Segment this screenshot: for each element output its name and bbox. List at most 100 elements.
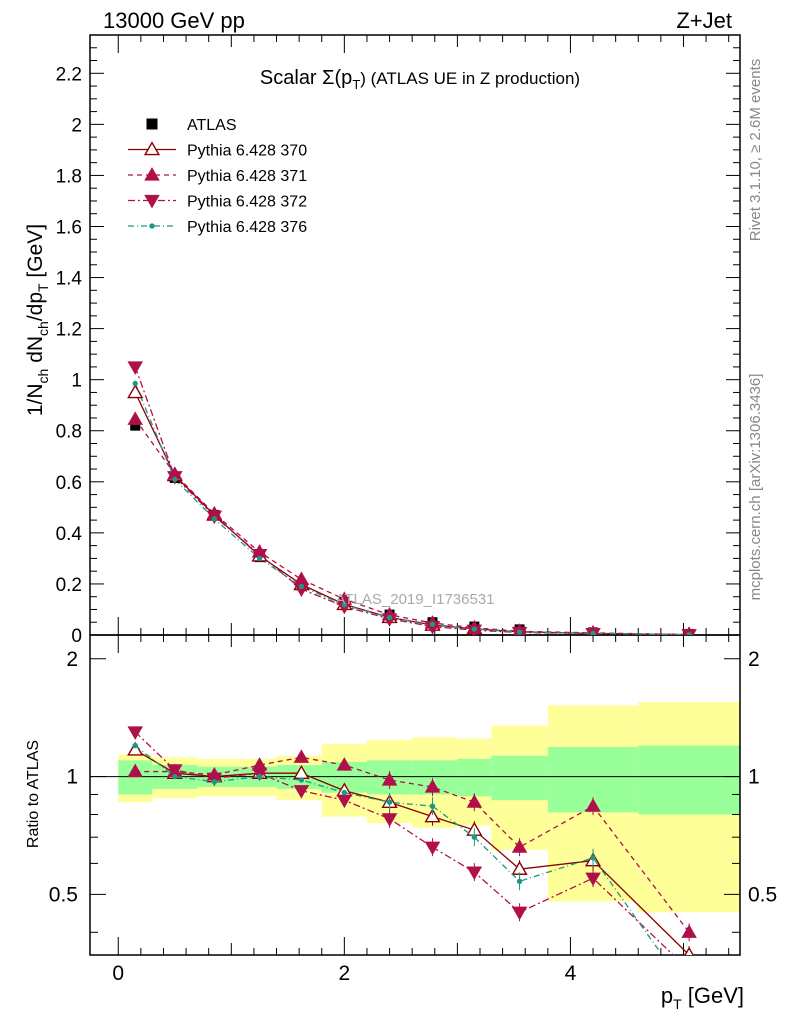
ratio-frame: [89, 634, 741, 956]
series-point-ratio-1-0: [127, 763, 143, 778]
y-tick-label-8: 1.6: [56, 217, 82, 238]
series-point-main-3-10: [590, 630, 596, 635]
y-tick-label-5: 1: [71, 371, 82, 392]
y-tick-label-11: 2.2: [56, 64, 82, 85]
series-point-ratio-2-1: [167, 764, 183, 778]
series-point-ratio-3-10: [590, 855, 596, 861]
series-point-ratio-3-0: [132, 742, 138, 749]
series-point-ratio-1-9: [511, 839, 528, 853]
ratio-tick-label-left-1: 1: [66, 766, 78, 789]
series-point-ratio-3-2: [211, 779, 218, 785]
y-axis-label: 1/Nch dNch/dpT [GeV]: [24, 224, 51, 416]
series-point-ratio-2-0: [127, 726, 143, 740]
series-point-ratio-1-4: [293, 749, 310, 763]
series-point-main-3-4: [298, 583, 305, 590]
chart-title: Scalar Σ(pT) (ATLAS UE in Z production): [260, 67, 580, 92]
series-line-main-3: [134, 383, 690, 635]
legend-item-0: Pythia 6.428 370: [128, 141, 307, 160]
x-axis-label: pT [GeV]: [661, 983, 744, 1012]
x-tick-label-2: 4: [565, 962, 577, 985]
plot-frames: [89, 34, 741, 956]
legend-item-atlas: ATLAS: [146, 117, 237, 134]
series-point-main-2-7: [424, 620, 441, 635]
y-tick-label-1: 0.2: [56, 575, 82, 596]
series-point-ratio-1-5: [336, 757, 353, 771]
legend-marker-0: [143, 141, 161, 156]
series-point-ratio-1-6: [381, 772, 398, 786]
series-point-main-1-4: [293, 571, 310, 585]
series-point-ratio-1-7: [424, 779, 441, 793]
series-point-main-1-0: [127, 411, 143, 425]
series-point-ratio-2-7: [424, 841, 441, 856]
series-point-main-2-3: [251, 548, 268, 563]
series-point-ratio-0-11: [684, 946, 694, 955]
legend-item-2: Pythia 6.428 372: [128, 194, 307, 211]
series-point-ratio-2-4: [293, 785, 310, 799]
series-point-main-2-0: [127, 361, 143, 375]
series-point-main-3-9: [516, 629, 523, 635]
legend-item-3: Pythia 6.428 376: [128, 219, 307, 236]
mcplots-label: mcplots.cern.ch [arXiv:1306.3436]: [747, 374, 764, 601]
y-tick-label-10: 2: [71, 115, 82, 136]
series-point-main-3-8: [471, 626, 478, 632]
legend-marker-atlas: [146, 118, 158, 130]
analysis-watermark: ATLAS_2019_I1736531: [335, 591, 494, 608]
ratio-tick-label-left-0: 0.5: [49, 883, 78, 906]
series-point-main-3-7: [429, 621, 436, 627]
series-point-main-0-0: [127, 384, 144, 399]
ratio-tick-label-right-1: 1: [748, 766, 760, 789]
series-point-ratio-1-8: [466, 794, 483, 808]
header-right: Z+Jet: [676, 8, 732, 33]
series-point-ratio-2-8: [466, 866, 483, 881]
y-tick-label-0: 0: [71, 626, 82, 647]
legend-marker-1: [144, 167, 160, 181]
y-tick-label-7: 1.4: [56, 269, 83, 290]
series-point-main-3-11: [686, 632, 692, 635]
series-point-main-3-2: [211, 516, 218, 522]
y-tick-label-4: 0.8: [56, 422, 82, 443]
rivet-label: Rivet 3.1.10, ≥ 2.6M events: [747, 59, 764, 242]
y-tick-label-6: 1.2: [56, 320, 82, 341]
ratio-panel-series: [127, 726, 697, 955]
ratio-tick-label-right-0: 0.5: [748, 883, 777, 906]
series-point-ratio-3-7: [429, 803, 436, 809]
legend-marker-3: [149, 223, 155, 229]
series-point-main-3-3: [256, 555, 263, 562]
x-tick-label-1: 2: [339, 962, 351, 985]
legend-label-1: Pythia 6.428 371: [187, 168, 307, 185]
ratio-y-axis-label: Ratio to ATLAS: [25, 740, 42, 848]
atlas-point-0: [130, 420, 141, 431]
legend-label-3: Pythia 6.428 376: [187, 219, 307, 236]
band-inner-8: [457, 758, 492, 797]
legend-label-atlas: ATLAS: [187, 117, 237, 134]
legend: ATLAS Pythia 6.428 370 Pythia 6.428 371 Pyt…: [128, 117, 307, 236]
series-point-main-3-6: [386, 614, 393, 621]
data-series: [127, 361, 697, 955]
series-point-ratio-3-5: [341, 789, 348, 796]
series-point-ratio-3-9: [516, 878, 523, 884]
series-point-ratio-3-8: [471, 834, 478, 840]
ratio-bands: [90, 702, 740, 913]
series-point-ratio-3-1: [172, 773, 178, 780]
series-point-ratio-2-6: [381, 813, 398, 827]
series-point-main-3-5: [341, 602, 348, 608]
legend-item-1: Pythia 6.428 371: [128, 167, 307, 185]
series-point-ratio-3-3: [256, 773, 263, 780]
series-point-ratio-1-11: [681, 924, 697, 938]
series-line-ratio-2: [134, 731, 675, 955]
series-line-main-2: [134, 366, 690, 635]
series-point-main-3-1: [172, 476, 178, 482]
series-point-ratio-3-4: [298, 777, 305, 783]
series-line-ratio-3: [134, 745, 663, 955]
series-point-main-3-0: [132, 380, 138, 387]
series-point-ratio-3-6: [386, 799, 393, 805]
ratio-tick-label-right-2: 2: [748, 648, 760, 671]
series-point-ratio-1-10: [585, 798, 601, 812]
series-point-ratio-0-7: [424, 808, 441, 823]
y-tick-label-3: 0.6: [56, 473, 82, 494]
series-line-main-1: [134, 418, 690, 635]
legend-label-2: Pythia 6.428 372: [187, 194, 307, 211]
band-inner-11: [638, 745, 740, 815]
